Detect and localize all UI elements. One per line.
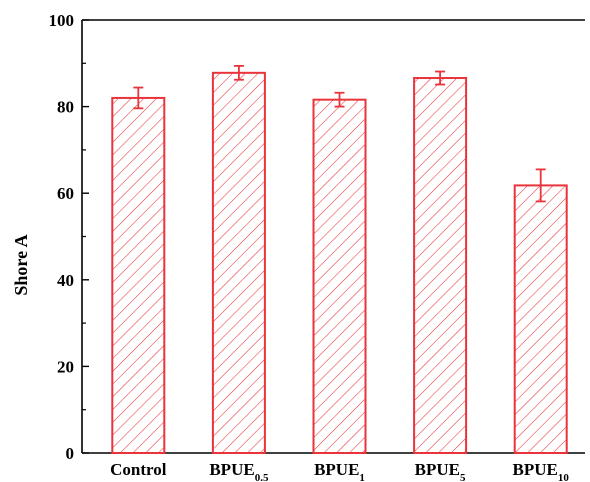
x-tick-label: BPUE1	[314, 460, 365, 482]
bar	[413, 77, 468, 454]
y-tick-label: 0	[66, 444, 75, 463]
x-tick-label: BPUE0.5	[209, 460, 269, 482]
bar	[513, 184, 568, 454]
bars-layer	[111, 71, 568, 455]
y-tick-label: 60	[57, 184, 74, 203]
x-tick-label: BPUE5	[415, 460, 466, 482]
y-tick-label: 40	[57, 271, 74, 290]
y-ticks-layer: 0 20 40 60 80 100	[49, 11, 89, 463]
y-tick-label: 100	[49, 11, 75, 30]
bar	[312, 98, 367, 454]
x-tick-label: Control	[110, 460, 167, 479]
y-axis-label: Shore A	[11, 234, 31, 295]
x-tick-label: BPUE10	[513, 460, 570, 482]
y-tick-label: 80	[57, 98, 74, 117]
error-bars-layer	[133, 64, 546, 203]
bar	[211, 71, 266, 455]
x-labels-layer: Control BPUE0.5 BPUE1 BPUE5 BPUE10	[110, 460, 569, 482]
bar	[111, 96, 166, 454]
y-tick-label: 20	[57, 357, 74, 376]
